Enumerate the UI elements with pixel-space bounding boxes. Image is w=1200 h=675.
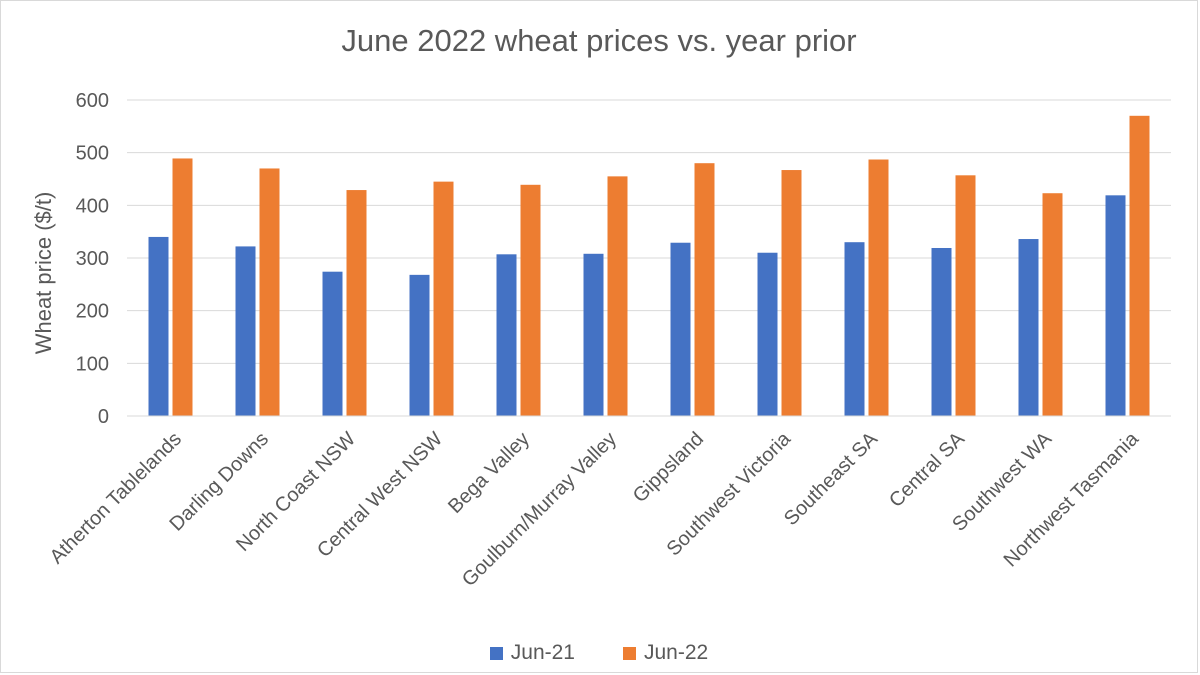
y-tick-label: 500 xyxy=(76,143,109,165)
bar-jun-22 xyxy=(868,159,889,416)
x-tick-label: Goulburn/Murray Valley xyxy=(458,428,621,591)
bar-jun-21 xyxy=(496,254,517,416)
legend-item-jun-22: Jun-22 xyxy=(623,641,708,665)
legend-label-jun-21: Jun-21 xyxy=(510,641,575,664)
legend-swatch-jun-22 xyxy=(623,646,636,660)
x-tick-label: Bega Valley xyxy=(444,428,534,518)
bar-jun-22 xyxy=(172,158,193,416)
x-tick-label: Gippsland xyxy=(629,428,708,507)
bar-jun-21 xyxy=(322,271,343,416)
bar-jun-22 xyxy=(1042,193,1063,416)
legend-swatch-jun-21 xyxy=(489,646,503,660)
bar-jun-22 xyxy=(259,168,280,416)
bar-jun-22 xyxy=(520,184,541,416)
y-tick-label: 600 xyxy=(76,90,109,112)
bar-jun-21 xyxy=(670,242,691,416)
bar-jun-21 xyxy=(235,246,256,416)
bar-jun-22 xyxy=(955,175,976,416)
legend-label-jun-22: Jun-22 xyxy=(644,641,709,664)
bar-jun-22 xyxy=(781,170,802,416)
bar-jun-21 xyxy=(409,274,430,416)
bar-jun-22 xyxy=(1129,115,1150,417)
bar-jun-21 xyxy=(148,236,169,416)
x-tick-label: Southeast SA xyxy=(780,428,883,531)
y-tick-label: 400 xyxy=(76,195,109,217)
bar-jun-22 xyxy=(346,190,367,416)
bar-jun-22 xyxy=(694,163,715,416)
legend: Jun-21 Jun-22 xyxy=(1,641,1197,665)
x-tick-label: Atherton Tablelands xyxy=(46,428,186,568)
bar-jun-22 xyxy=(433,181,454,416)
chart-title: June 2022 wheat prices vs. year prior xyxy=(341,23,857,58)
y-tick-label: 100 xyxy=(76,353,109,375)
bar-jun-21 xyxy=(931,247,952,416)
y-tick-label: 200 xyxy=(76,301,109,323)
y-tick-label: 300 xyxy=(76,248,109,270)
bar-jun-21 xyxy=(1105,195,1126,416)
y-tick-label: 0 xyxy=(98,406,109,428)
bar-jun-21 xyxy=(583,253,604,416)
bar-jun-21 xyxy=(844,242,865,416)
bar-jun-22 xyxy=(607,176,628,416)
bar-jun-21 xyxy=(1018,239,1039,416)
legend-item-jun-21: Jun-21 xyxy=(489,641,575,665)
x-tick-label: Central SA xyxy=(885,428,969,512)
bar-jun-21 xyxy=(757,252,778,416)
y-axis-label: Wheat price ($/t) xyxy=(31,192,56,355)
